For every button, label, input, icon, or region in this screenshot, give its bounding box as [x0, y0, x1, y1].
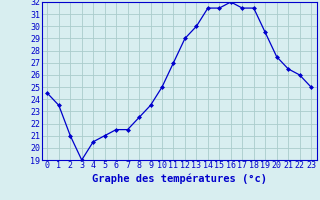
X-axis label: Graphe des températures (°c): Graphe des températures (°c) — [92, 173, 267, 184]
